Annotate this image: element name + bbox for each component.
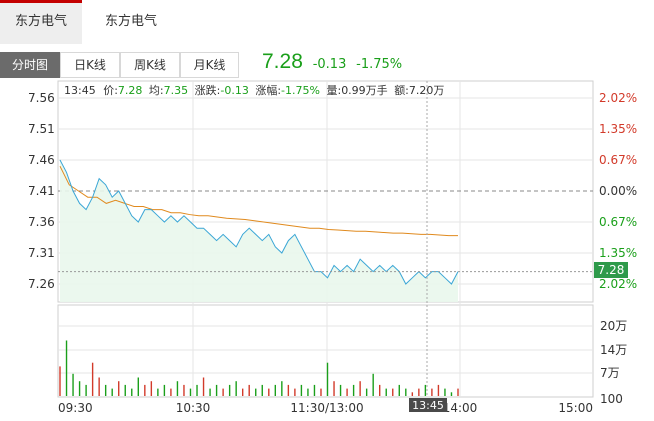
time-tick-label: 11:30/13:00	[290, 401, 363, 415]
price-axis-labels: 7.56 7.51 7.46 7.41 7.36 7.31 7.26	[28, 91, 55, 291]
time-axis-labels: 09:30 10:30 11:30/13:00 14:00 15:00	[58, 401, 593, 415]
volume-tick-label: 14万	[600, 343, 627, 357]
percent-tick-label: 1.35%	[599, 122, 637, 136]
price-tick-label: 7.26	[28, 277, 55, 291]
price-tick-label: 7.36	[28, 215, 55, 229]
tab-stock-active[interactable]: 东方电气	[0, 0, 82, 44]
current-price-tag: 7.28	[594, 262, 628, 278]
price-line	[59, 159, 459, 285]
price-grid	[58, 97, 593, 285]
percent-axis-labels: 2.02% 1.35% 0.67% 0.00% 0.67% 1.35% 2.02%	[599, 91, 637, 291]
price-tick-label: 7.31	[28, 246, 55, 260]
average-price-line	[59, 165, 458, 237]
volume-tick-label: 7万	[600, 366, 620, 380]
percent-tick-label: 1.35%	[599, 246, 637, 260]
price-change: -0.13	[312, 57, 347, 72]
price-tick-label: 7.56	[28, 91, 55, 105]
price-change-percent: -1.75%	[356, 57, 403, 72]
svg-text:13:45: 13:45	[412, 399, 444, 412]
tab-stock[interactable]: 东方电气	[104, 14, 157, 29]
volume-grid	[58, 325, 593, 374]
percent-tick-label: 2.02%	[599, 91, 637, 105]
price-tick-label: 7.41	[28, 184, 55, 198]
percent-tick-label: 0.00%	[599, 184, 637, 198]
svg-text:7.28: 7.28	[598, 263, 625, 277]
time-tick-label: 15:00	[558, 401, 593, 415]
percent-tick-label: 0.67%	[599, 215, 637, 229]
time-tick-label: 09:30	[58, 401, 93, 415]
info-bar: 13:45 价:7.28 均:7.35 涨跌:-0.13 涨幅:-1.75% 量…	[64, 83, 444, 97]
time-tick-label: 10:30	[176, 401, 211, 415]
tab-weekly-k[interactable]: 周K线	[120, 52, 180, 78]
price-area-fill	[60, 160, 458, 302]
time-tick-label: 14:00	[443, 401, 478, 415]
tab-monthly-k[interactable]: 月K线	[180, 52, 239, 78]
percent-tick-label: 0.67%	[599, 153, 637, 167]
tab-daily-k[interactable]: 日K线	[60, 52, 120, 78]
volume-tick-label: 20万	[600, 319, 627, 333]
volume-panel-frame	[57, 304, 594, 398]
volume-bars	[59, 340, 459, 396]
percent-tick-label: 2.02%	[599, 277, 637, 291]
price-tick-label: 7.46	[28, 153, 55, 167]
stock-tabs: 东方电气 东方电气	[0, 0, 654, 44]
price-tick-label: 7.51	[28, 122, 55, 136]
volume-tick-label: 100	[600, 392, 623, 406]
quote-summary: 7.28 -0.13 -1.75%	[262, 50, 402, 80]
tab-intraday[interactable]: 分时图	[0, 52, 60, 78]
last-price: 7.28	[262, 50, 303, 73]
cursor-time-tag: 13:45	[409, 398, 447, 412]
volume-axis-labels: 20万 14万 7万 100	[600, 319, 627, 406]
